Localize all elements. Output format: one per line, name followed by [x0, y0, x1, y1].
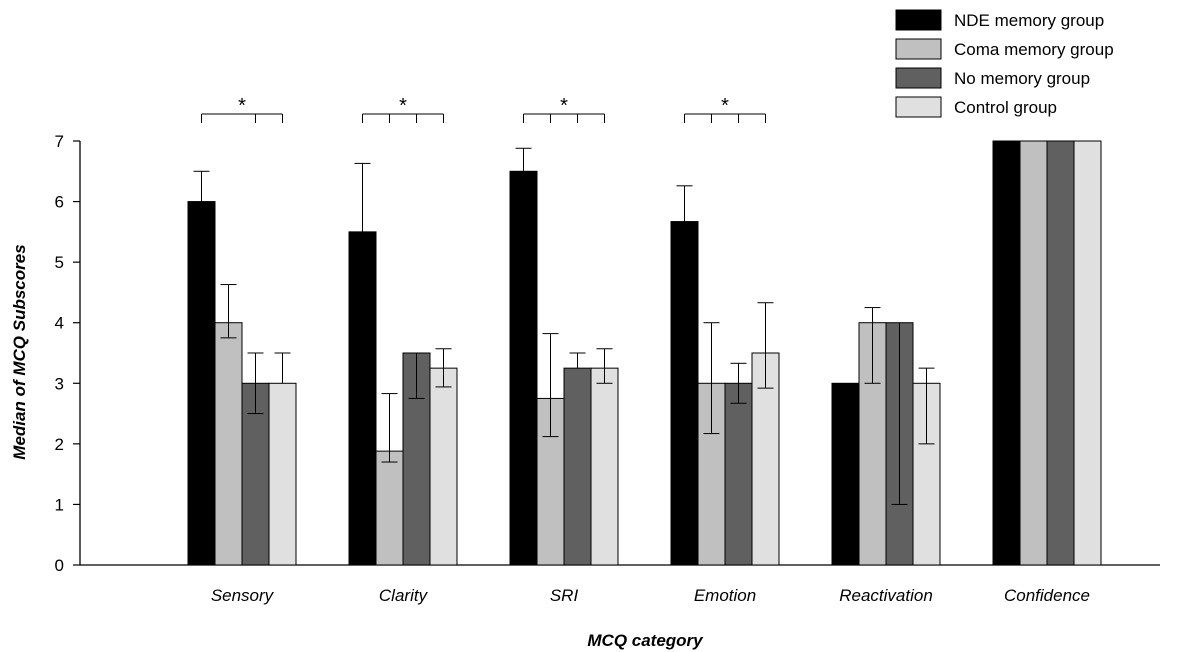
legend-label: No memory group [954, 69, 1090, 88]
legend-swatch-3 [895, 96, 942, 118]
bar-2-3 [724, 382, 753, 566]
legend-label: Coma memory group [954, 40, 1114, 59]
y-tick-label: 7 [55, 132, 64, 151]
legend-swatch-0 [895, 9, 942, 31]
y-tick-label: 5 [55, 253, 64, 272]
significance-star: * [560, 95, 568, 117]
significance-star: * [399, 95, 407, 117]
bar-1-1 [375, 450, 404, 566]
y-axis-title: Median of MCQ Subscores [10, 244, 29, 459]
bar-3-1 [429, 367, 458, 566]
bar-0-1 [348, 231, 377, 566]
bar-3-0 [268, 382, 297, 566]
legend-swatch-1 [895, 38, 942, 60]
bar-0-3 [670, 221, 699, 566]
bar-1-5 [1019, 140, 1048, 566]
legend-label: Control group [954, 98, 1057, 117]
x-tick-label: Emotion [694, 586, 756, 605]
legend-label: NDE memory group [954, 11, 1104, 30]
plot-area: 0 1 2 3 4 5 6 7 Sensory Clarity SRI Emotion Reactiva… [55, 95, 1160, 605]
y-tick-label: 4 [55, 314, 64, 333]
legend-swatch-2 [895, 67, 942, 89]
bar-3-5 [1073, 140, 1102, 566]
bar-1-0 [214, 322, 243, 566]
y-tick-label: 1 [55, 495, 64, 514]
bar-2-2 [563, 367, 592, 566]
significance-star: * [721, 95, 729, 117]
x-tick-label: Confidence [1004, 586, 1090, 605]
bar-0-4 [831, 382, 860, 566]
legend: NDE memory group Coma memory group No memo… [895, 9, 1114, 118]
x-tick-label: Sensory [211, 586, 275, 605]
y-tick-label: 0 [55, 556, 64, 575]
bar-2-5 [1046, 140, 1075, 566]
bar-0-0 [187, 201, 216, 566]
bar-0-5 [992, 140, 1021, 566]
x-axis-title: MCQ category [587, 631, 704, 650]
significance-star: * [238, 95, 246, 117]
bar-0-2 [509, 170, 538, 566]
x-tick-label: Clarity [379, 586, 429, 605]
y-tick-label: 3 [55, 374, 64, 393]
x-tick-label: SRI [550, 586, 579, 605]
y-tick-label: 6 [55, 193, 64, 212]
x-tick-label: Reactivation [839, 586, 933, 605]
bar-3-2 [590, 367, 619, 566]
y-tick-label: 2 [55, 435, 64, 454]
